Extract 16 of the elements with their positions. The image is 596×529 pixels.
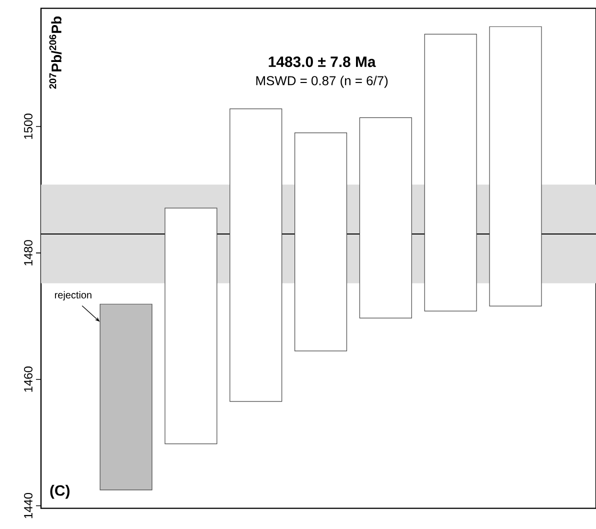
bar xyxy=(230,108,282,402)
bar xyxy=(359,117,412,318)
y-tick-label: 1460 xyxy=(24,366,32,392)
bar xyxy=(100,304,152,490)
y-axis-title: $^{207}$Pb/$^{206}$Pb xyxy=(49,16,62,89)
annotation: (C) xyxy=(50,484,70,499)
y-tick-label: 1480 xyxy=(24,240,32,266)
y-tick-label: 1500 xyxy=(24,114,32,139)
bar xyxy=(294,132,348,352)
annotation: rejection xyxy=(55,291,92,300)
annotation: 1483.0 ± 7.8 Ma xyxy=(268,56,376,68)
y-tick-label: 1440 xyxy=(24,492,32,518)
annotation: MSWD = 0.87 (n = 6/7) xyxy=(256,76,388,88)
bar xyxy=(164,208,218,444)
bar xyxy=(489,26,542,306)
bar xyxy=(424,34,477,312)
